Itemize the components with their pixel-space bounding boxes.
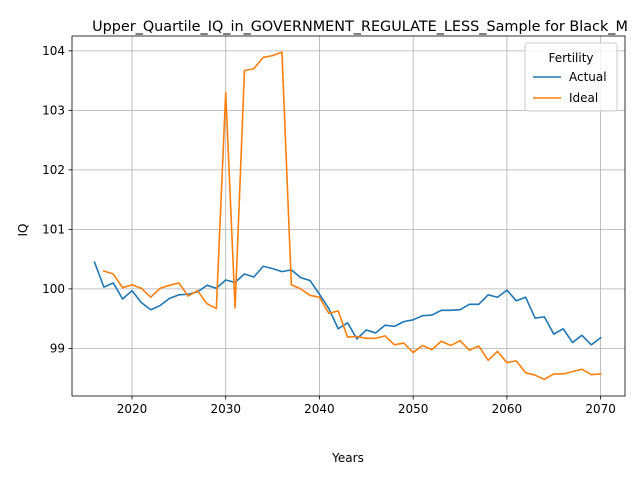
y-tick-label: 101 [42, 223, 65, 237]
x-tick-label: 2030 [210, 402, 241, 416]
x-tick-label: 2070 [585, 402, 616, 416]
y-tick-label: 100 [42, 282, 65, 296]
y-tick-label: 99 [50, 342, 65, 356]
y-tick-label: 102 [42, 163, 65, 177]
x-axis-label: Years [331, 451, 364, 465]
chart-title: Upper_Quartile_IQ_in_GOVERNMENT_REGULATE… [92, 19, 628, 35]
y-tick-label: 103 [42, 104, 65, 118]
x-tick-label: 2040 [304, 402, 335, 416]
x-tick-label: 2060 [492, 402, 523, 416]
x-tick-label: 2050 [398, 402, 429, 416]
y-tick-label: 104 [42, 44, 65, 58]
y-axis-label: IQ [16, 224, 30, 237]
series-line-actual [94, 262, 600, 345]
legend-label-actual: Actual [569, 70, 607, 84]
legend: Fertility Actual Ideal [525, 43, 617, 111]
legend-label-ideal: Ideal [569, 91, 598, 105]
legend-title: Fertility [548, 51, 593, 65]
x-tick-label: 2020 [117, 402, 148, 416]
